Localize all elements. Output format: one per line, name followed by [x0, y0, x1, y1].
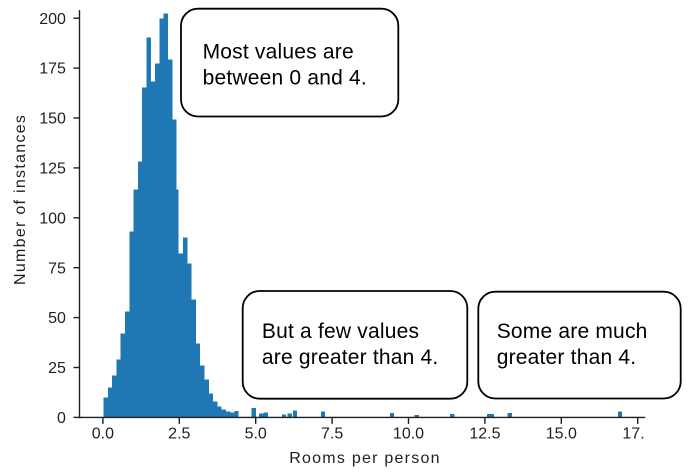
svg-text:25: 25	[48, 360, 66, 377]
svg-text:0.0: 0.0	[92, 426, 114, 443]
svg-text:greater than 4.: greater than 4.	[497, 346, 637, 369]
svg-text:100: 100	[39, 210, 66, 227]
svg-text:10.0: 10.0	[393, 426, 424, 443]
svg-text:150: 150	[39, 111, 66, 128]
svg-text:between 0 and 4.: between 0 and 4.	[203, 67, 367, 90]
svg-text:Some are much: Some are much	[497, 320, 648, 343]
svg-text:are greater than 4.: are greater than 4.	[262, 346, 439, 369]
svg-text:50: 50	[48, 310, 66, 327]
svg-text:But a few values: But a few values	[262, 320, 419, 343]
svg-text:75: 75	[48, 260, 66, 277]
svg-text:Number of instances: Number of instances	[12, 114, 29, 285]
svg-text:12.5: 12.5	[469, 426, 500, 443]
svg-text:125: 125	[39, 161, 66, 178]
svg-text:Rooms per person: Rooms per person	[289, 450, 441, 467]
svg-text:0: 0	[57, 410, 66, 427]
svg-text:2.5: 2.5	[168, 426, 190, 443]
svg-text:17.: 17.	[622, 426, 644, 443]
svg-text:200: 200	[39, 11, 66, 28]
svg-text:175: 175	[39, 61, 66, 78]
svg-text:7.5: 7.5	[321, 426, 343, 443]
svg-text:Most values are: Most values are	[203, 40, 354, 63]
svg-text:5.0: 5.0	[245, 426, 267, 443]
svg-text:15.0: 15.0	[546, 426, 577, 443]
